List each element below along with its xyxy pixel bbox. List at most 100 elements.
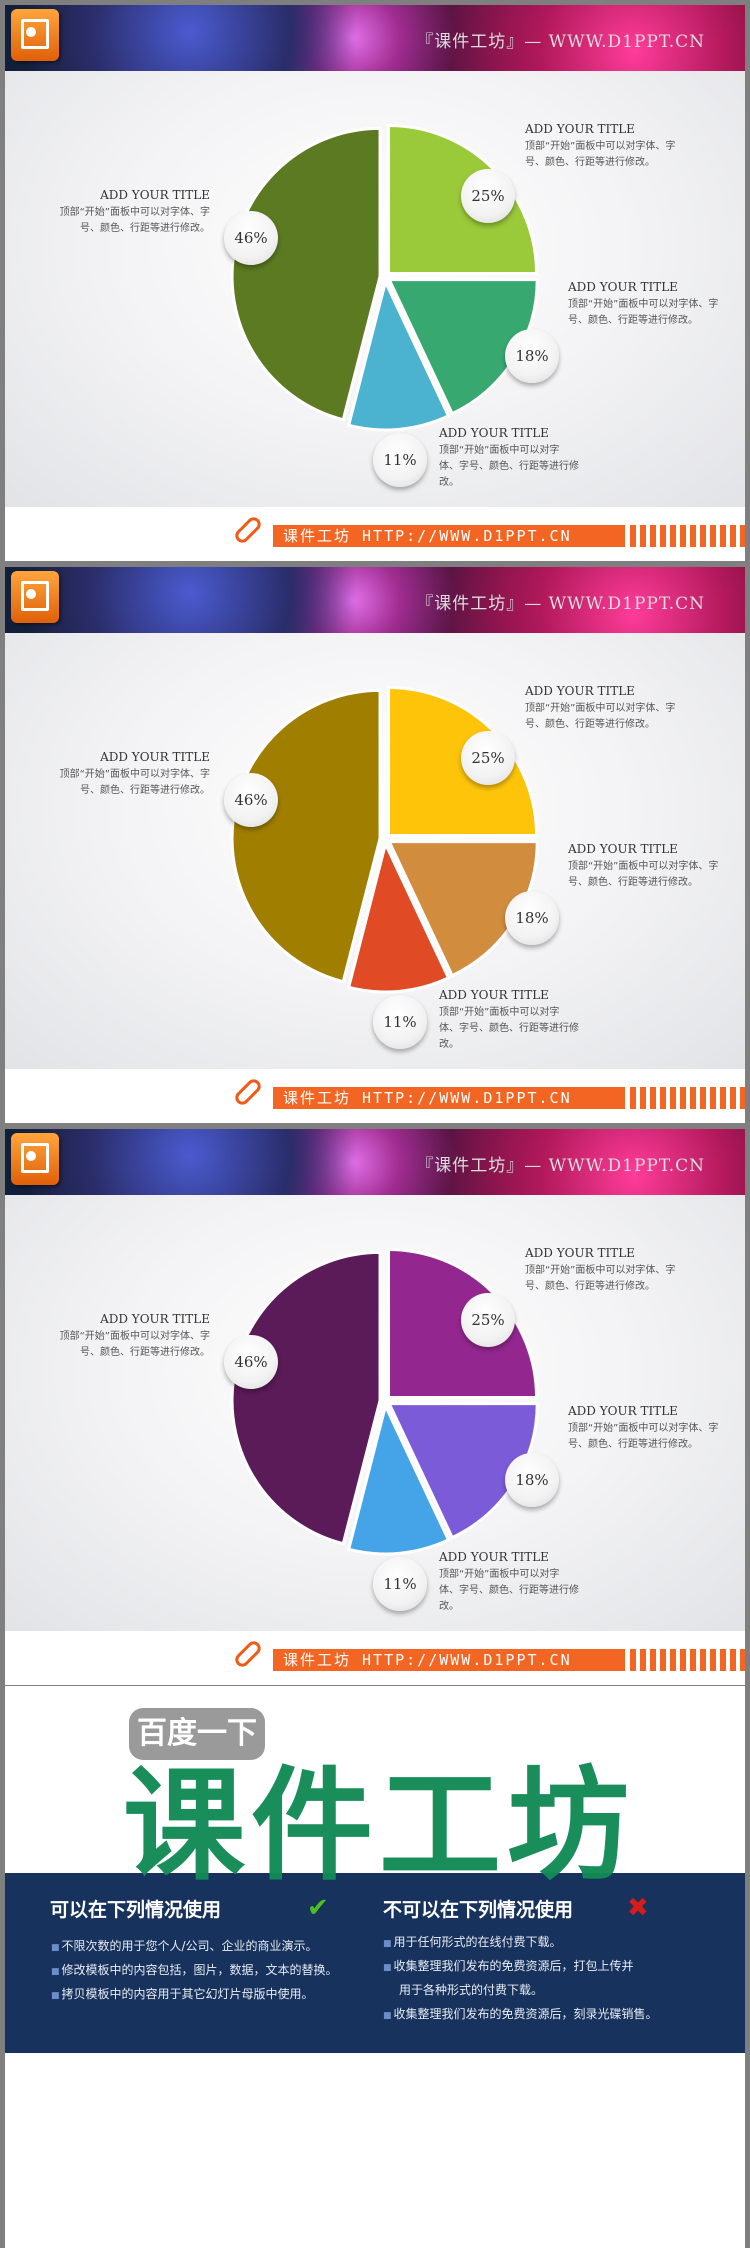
percent-badge: 18% (505, 329, 559, 383)
forbidden-heading: 不可以在下列情况使用 (383, 1899, 574, 1921)
label-body: 顶部“开始”面板中可以对字体、字号、颜色、行距等进行修改。 (439, 1007, 579, 1050)
label-body: 顶部“开始”面板中可以对字体、字号、颜色、行距等进行修改。 (525, 1265, 676, 1292)
footer: 课件工坊 HTTP://WWW.D1PPT.CN (5, 507, 745, 561)
slice-label: ADD YOUR TITLE 顶部“开始”面板中可以对字体、字号、颜色、行距等进行… (45, 1311, 210, 1361)
pencil-icon (232, 1638, 264, 1670)
percent-badge: 25% (461, 169, 515, 223)
pencil-icon (232, 1076, 264, 1108)
header-title: 『课件工坊』— WWW.D1PPT.CN (416, 594, 705, 614)
pie-chart (230, 123, 539, 432)
footer-link[interactable]: 课件工坊 HTTP://WWW.D1PPT.CN (273, 1087, 625, 1109)
slice-label: ADD YOUR TITLE 顶部“开始”面板中可以对字体、字号、颜色、行距等进行… (439, 425, 579, 491)
slice-label: ADD YOUR TITLE 顶部“开始”面板中可以对字体、字号、颜色、行距等进行… (45, 749, 210, 799)
label-title: ADD YOUR TITLE (439, 426, 549, 440)
label-body: 顶部“开始”面板中可以对字体、字号、颜色、行距等进行修改。 (59, 1331, 210, 1358)
slice-label: ADD YOUR TITLE 顶部“开始”面板中可以对字体、字号、颜色、行距等进行… (525, 1245, 690, 1295)
percent-badge: 46% (224, 773, 278, 827)
list-item: 用于任何形式的在线付费下载。 (383, 1931, 658, 1955)
cross-icon: ✖ (627, 1893, 649, 1923)
footer: 课件工坊 HTTP://WWW.D1PPT.CN (5, 1069, 745, 1123)
label-title: ADD YOUR TITLE (525, 122, 635, 136)
footer-link[interactable]: 课件工坊 HTTP://WWW.D1PPT.CN (273, 1649, 625, 1671)
list-item: 收集整理我们发布的免费资源后，打包上传并 (383, 1955, 658, 1979)
promo-slide: 百度一下 课件工坊 可以在下列情况使用 ✔ 不可以在下列情况使用 ✖ 不限次数的… (5, 1686, 745, 2248)
pie-slice (346, 277, 451, 432)
chart-area: 25% ADD YOUR TITLE 顶部“开始”面板中可以对字体、字号、颜色、行距… (5, 71, 745, 507)
pie-slice (230, 688, 382, 984)
percent-badge: 46% (224, 211, 278, 265)
pie-slice (346, 1401, 451, 1556)
label-title: ADD YOUR TITLE (439, 988, 549, 1002)
presentation-icon (11, 1133, 59, 1185)
percent-badge: 25% (461, 731, 515, 785)
header-title: 『课件工坊』— WWW.D1PPT.CN (416, 1156, 705, 1176)
allowed-heading: 可以在下列情况使用 (50, 1899, 222, 1921)
label-body: 顶部“开始”面板中可以对字体、字号、颜色、行距等进行修改。 (568, 1423, 719, 1450)
percent-badge: 11% (373, 433, 427, 487)
label-title: ADD YOUR TITLE (439, 1550, 549, 1564)
usage-panel: 可以在下列情况使用 ✔ 不可以在下列情况使用 ✖ 不限次数的用于您个人/公司、企… (5, 1873, 745, 2053)
label-title: ADD YOUR TITLE (568, 842, 678, 856)
baidu-search-badge[interactable]: 百度一下 (129, 1708, 265, 1760)
label-title: ADD YOUR TITLE (525, 684, 635, 698)
slice-label: ADD YOUR TITLE 顶部“开始”面板中可以对字体、字号、颜色、行距等进行… (568, 279, 733, 329)
label-body: 顶部“开始”面板中可以对字体、字号、颜色、行距等进行修改。 (59, 207, 210, 234)
pie-slice (230, 126, 382, 422)
footer-link[interactable]: 课件工坊 HTTP://WWW.D1PPT.CN (273, 525, 625, 547)
label-title: ADD YOUR TITLE (568, 1404, 678, 1418)
percent-badge: 18% (505, 1453, 559, 1507)
list-item: 收集整理我们发布的免费资源后，刻录光碟销售。 (383, 2003, 658, 2027)
allowed-list: 不限次数的用于您个人/公司、企业的商业演示。 修改模板中的内容包括，图片，数据，… (51, 1935, 338, 2007)
slice-label: ADD YOUR TITLE 顶部“开始”面板中可以对字体、字号、颜色、行距等进行… (525, 121, 690, 171)
percent-badge: 18% (505, 891, 559, 945)
label-body: 顶部“开始”面板中可以对字体、字号、颜色、行距等进行修改。 (525, 141, 676, 168)
header-banner: 『课件工坊』— WWW.D1PPT.CN (5, 567, 745, 633)
header-banner: 『课件工坊』— WWW.D1PPT.CN (5, 1129, 745, 1195)
list-item: 修改模板中的内容包括，图片，数据，文本的替换。 (51, 1959, 338, 1983)
label-title: ADD YOUR TITLE (568, 280, 678, 294)
chart-area: 25% ADD YOUR TITLE 顶部“开始”面板中可以对字体、字号、颜色、行距… (5, 1195, 745, 1631)
pie-slice (346, 839, 451, 994)
pie-slice (230, 1250, 382, 1546)
list-item: 用于各种形式的付费下载。 (399, 1983, 544, 1997)
label-body: 顶部“开始”面板中可以对字体、字号、颜色、行距等进行修改。 (439, 1569, 579, 1612)
label-body: 顶部“开始”面板中可以对字体、字号、颜色、行距等进行修改。 (568, 299, 719, 326)
label-title: ADD YOUR TITLE (100, 188, 210, 202)
footer-stripes (630, 1649, 745, 1671)
slice-label: ADD YOUR TITLE 顶部“开始”面板中可以对字体、字号、颜色、行距等进行… (439, 987, 579, 1053)
label-title: ADD YOUR TITLE (100, 1312, 210, 1326)
percent-badge: 46% (224, 1335, 278, 1389)
list-item: 拷贝模板中的内容用于其它幻灯片母版中使用。 (51, 1983, 338, 2007)
presentation-icon (11, 571, 59, 623)
pie-slide: 『课件工坊』— WWW.D1PPT.CN 25% ADD YOUR TITLE 顶部… (5, 1129, 745, 1685)
forbidden-list: 用于任何形式的在线付费下载。 收集整理我们发布的免费资源后，打包上传并 用于各种… (383, 1931, 658, 2027)
slice-label: ADD YOUR TITLE 顶部“开始”面板中可以对字体、字号、颜色、行距等进行… (568, 1403, 733, 1453)
label-body: 顶部“开始”面板中可以对字体、字号、颜色、行距等进行修改。 (525, 703, 676, 730)
pie-slide: 『课件工坊』— WWW.D1PPT.CN 25% ADD YOUR TITLE 顶部… (5, 5, 745, 561)
brand-logo-text: 课件工坊 (123, 1755, 635, 1897)
list-item: 不限次数的用于您个人/公司、企业的商业演示。 (51, 1935, 338, 1959)
slice-label: ADD YOUR TITLE 顶部“开始”面板中可以对字体、字号、颜色、行距等进行… (568, 841, 733, 891)
percent-badge: 11% (373, 1557, 427, 1611)
footer-stripes (630, 1087, 745, 1109)
label-body: 顶部“开始”面板中可以对字体、字号、颜色、行距等进行修改。 (568, 861, 719, 888)
slice-label: ADD YOUR TITLE 顶部“开始”面板中可以对字体、字号、颜色、行距等进行… (439, 1549, 579, 1615)
slice-label: ADD YOUR TITLE 顶部“开始”面板中可以对字体、字号、颜色、行距等进行… (45, 187, 210, 237)
label-body: 顶部“开始”面板中可以对字体、字号、颜色、行距等进行修改。 (439, 445, 579, 488)
chart-area: 25% ADD YOUR TITLE 顶部“开始”面板中可以对字体、字号、颜色、行距… (5, 633, 745, 1069)
footer-stripes (630, 525, 745, 547)
pencil-icon (232, 514, 264, 546)
percent-badge: 11% (373, 995, 427, 1049)
label-title: ADD YOUR TITLE (100, 750, 210, 764)
label-body: 顶部“开始”面板中可以对字体、字号、颜色、行距等进行修改。 (59, 769, 210, 796)
slice-label: ADD YOUR TITLE 顶部“开始”面板中可以对字体、字号、颜色、行距等进行… (525, 683, 690, 733)
label-title: ADD YOUR TITLE (525, 1246, 635, 1260)
check-icon: ✔ (307, 1893, 329, 1923)
pie-slide: 『课件工坊』— WWW.D1PPT.CN 25% ADD YOUR TITLE 顶部… (5, 567, 745, 1123)
presentation-icon (11, 9, 59, 61)
percent-badge: 25% (461, 1293, 515, 1347)
pie-chart (230, 685, 539, 994)
header-banner: 『课件工坊』— WWW.D1PPT.CN (5, 5, 745, 71)
header-title: 『课件工坊』— WWW.D1PPT.CN (416, 32, 705, 52)
footer: 课件工坊 HTTP://WWW.D1PPT.CN (5, 1631, 745, 1685)
